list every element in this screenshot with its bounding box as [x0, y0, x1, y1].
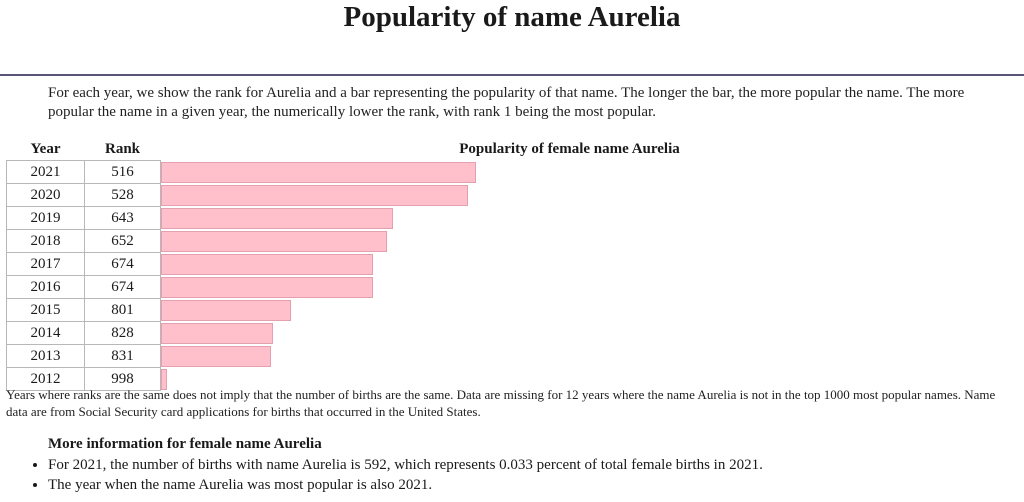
more-info-item: The year when the name Aurelia was most … — [48, 475, 1008, 495]
rank-table: Year Rank Popularity of female name Aure… — [6, 138, 980, 391]
bar-cell — [161, 253, 980, 276]
bar-cell — [161, 207, 980, 230]
table-row: 2012 998 — [6, 367, 980, 391]
rank-cell: 516 — [84, 160, 161, 184]
popularity-bar — [161, 161, 476, 183]
table-row: 2019 643 — [6, 206, 980, 230]
rank-cell: 643 — [84, 206, 161, 230]
more-info-list: For 2021, the number of births with name… — [30, 455, 1008, 495]
bar-cell — [161, 276, 980, 299]
rank-table-body: 2021 516 2020 528 2019 643 2018 652 2017 674 2016 6… — [6, 160, 980, 391]
bar-cell — [161, 368, 980, 391]
table-row: 2016 674 — [6, 275, 980, 299]
popularity-bar — [161, 322, 274, 344]
rank-cell: 674 — [84, 275, 161, 299]
table-header-row: Year Rank Popularity of female name Aure… — [7, 138, 980, 161]
rank-cell: 801 — [84, 298, 161, 322]
popularity-bar — [161, 184, 468, 206]
intro-paragraph: For each year, we show the rank for Aure… — [48, 85, 965, 120]
popularity-bar — [161, 368, 167, 390]
popularity-bar — [161, 276, 374, 298]
rank-column-header: Rank — [104, 140, 141, 157]
bar-cell — [161, 299, 980, 322]
bar-cell — [161, 345, 980, 368]
year-cell: 2018 — [6, 229, 85, 253]
popularity-bar — [161, 299, 291, 321]
year-cell: 2015 — [6, 298, 85, 322]
popularity-bar — [161, 345, 272, 367]
rank-cell: 998 — [84, 367, 161, 391]
year-cell: 2017 — [6, 252, 85, 276]
year-cell: 2013 — [6, 344, 85, 368]
table-row: 2013 831 — [6, 344, 980, 368]
chart-title: Popularity of female name Aurelia — [459, 140, 680, 157]
bar-cell — [161, 322, 980, 345]
table-row: 2020 528 — [6, 183, 980, 207]
year-cell: 2014 — [6, 321, 85, 345]
year-cell: 2016 — [6, 275, 85, 299]
more-info-item: For 2021, the number of births with name… — [48, 455, 1008, 475]
popularity-bar — [161, 230, 388, 252]
table-row: 2014 828 — [6, 321, 980, 345]
page-title: Popularity of name Aurelia — [343, 1, 681, 33]
year-cell: 2020 — [6, 183, 85, 207]
bar-cell — [161, 161, 980, 184]
table-row: 2015 801 — [6, 298, 980, 322]
rank-cell: 828 — [84, 321, 161, 345]
year-cell: 2012 — [6, 367, 85, 391]
rank-cell: 831 — [84, 344, 161, 368]
year-column-header: Year — [30, 140, 61, 157]
bar-cell — [161, 184, 980, 207]
table-row: 2017 674 — [6, 252, 980, 276]
popularity-bar — [161, 253, 374, 275]
rank-cell: 528 — [84, 183, 161, 207]
more-info-heading: More information for female name Aurelia — [48, 436, 322, 452]
year-cell: 2021 — [6, 160, 85, 184]
bar-cell — [161, 230, 980, 253]
table-row: 2018 652 — [6, 229, 980, 253]
year-cell: 2019 — [6, 206, 85, 230]
table-row: 2021 516 — [6, 160, 980, 184]
title-divider — [0, 74, 1024, 76]
rank-cell: 652 — [84, 229, 161, 253]
popularity-bar — [161, 207, 394, 229]
footnote: Years where ranks are the same does not … — [6, 387, 996, 419]
rank-cell: 674 — [84, 252, 161, 276]
